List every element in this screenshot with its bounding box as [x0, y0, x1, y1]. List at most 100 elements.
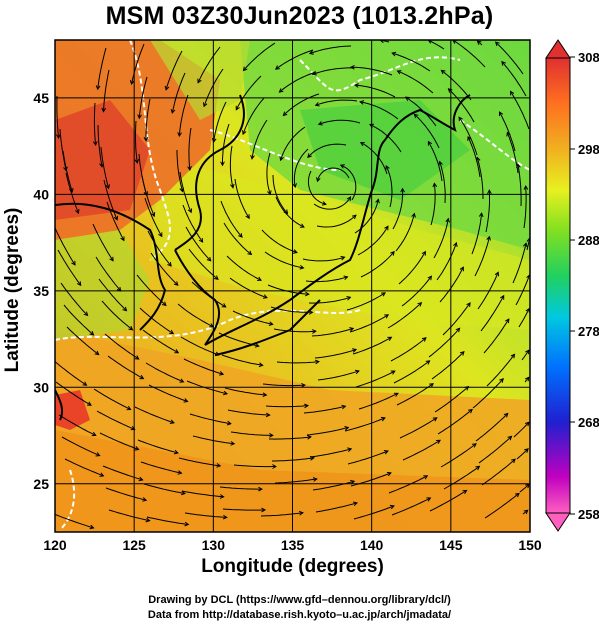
x-tick-label: 150: [518, 537, 542, 553]
streamline-arrow: [387, 336, 393, 341]
streamline: [181, 490, 224, 498]
streamline: [395, 213, 415, 252]
streamline: [526, 238, 530, 251]
streamline: [440, 443, 477, 468]
y-tick-label: 45: [33, 90, 49, 106]
streamline-arrow: [445, 217, 450, 223]
streamline-arrow: [459, 350, 465, 356]
streamline: [189, 413, 231, 425]
streamline: [105, 487, 147, 501]
temperature-contours: [55, 40, 530, 531]
streamline: [191, 281, 226, 308]
streamline-arrow: [384, 314, 390, 319]
streamline-arrow: [525, 349, 530, 355]
streamline: [56, 95, 60, 138]
colorbar-label: 288: [578, 233, 599, 248]
streamline: [103, 179, 118, 220]
streamline-arrow: [247, 250, 253, 256]
streamline-arrow: [105, 184, 110, 190]
streamline: [360, 251, 395, 278]
streamline-arrow: [343, 275, 349, 281]
streamline: [137, 439, 179, 454]
streamline: [264, 251, 304, 269]
streamline-arrow: [278, 88, 284, 93]
streamline: [369, 124, 402, 153]
streamline: [340, 164, 357, 201]
streamline-arrow: [242, 66, 248, 72]
streamline-arrow: [381, 292, 386, 297]
streamline: [392, 52, 431, 72]
streamline: [57, 249, 82, 286]
streamline: [314, 349, 357, 359]
streamline-arrow: [380, 416, 386, 422]
streamline: [242, 97, 265, 135]
streamline-arrow: [183, 398, 189, 403]
streamline: [414, 113, 440, 149]
streamline: [197, 46, 221, 83]
streamline-arrow: [466, 302, 471, 307]
streamline: [474, 236, 490, 277]
streamline-arrow: [83, 311, 89, 317]
streamline: [458, 116, 478, 156]
streamline: [318, 119, 361, 125]
streamline-arrow: [292, 249, 298, 254]
streamline-arrow: [282, 111, 288, 117]
streamline: [393, 360, 430, 384]
streamline: [93, 388, 131, 410]
streamline-arrow: [411, 212, 416, 218]
streamline: [402, 439, 441, 461]
streamline: [437, 409, 473, 435]
streamline: [312, 67, 355, 75]
streamline: [269, 436, 311, 440]
streamline-arrow: [499, 111, 504, 117]
streamline: [512, 243, 527, 284]
y-tick-labels: 25 30 35 40 45: [33, 90, 49, 492]
streamline: [139, 307, 174, 335]
streamline-arrow: [177, 132, 182, 138]
streamline: [439, 266, 464, 303]
streamline: [428, 40, 445, 50]
streamline-arrow: [344, 426, 350, 431]
streamline-arrow: [187, 208, 193, 214]
streamline-arrow: [400, 187, 405, 193]
streamline-arrow: [340, 255, 346, 261]
streamline: [516, 448, 529, 460]
streamline-arrow: [351, 214, 357, 220]
streamline-arrow: [390, 370, 396, 375]
streamline-arrow: [213, 275, 219, 280]
streamline: [148, 384, 188, 402]
streamline-arrow: [230, 183, 235, 189]
streamline: [309, 448, 352, 458]
streamline: [355, 370, 396, 388]
streamline: [104, 333, 139, 360]
streamline-arrow: [169, 419, 175, 424]
streamline: [398, 251, 426, 285]
streamline: [140, 461, 182, 474]
streamline-arrow: [429, 383, 434, 388]
streamline: [235, 75, 262, 110]
streamline-arrow: [346, 296, 352, 301]
map-title: MSM 03Z30Jun2023 (1013.2hPa): [105, 2, 494, 30]
streamline-arrow: [386, 471, 392, 477]
streamline: [96, 410, 135, 430]
streamline: [405, 96, 437, 127]
streamline-arrow: [304, 291, 310, 297]
streamline-arrow: [230, 441, 236, 446]
streamline-arrow: [222, 390, 229, 396]
streamline-arrow: [432, 417, 438, 422]
streamline: [311, 327, 354, 337]
streamline-arrow: [510, 353, 516, 359]
streamline-arrow: [95, 452, 101, 457]
streamline-arrow: [413, 113, 419, 119]
streamline-arrow: [459, 266, 464, 272]
streamline-arrow: [126, 405, 132, 411]
streamline-arrow: [426, 497, 432, 502]
streamline-arrow: [55, 134, 61, 139]
streamline: [308, 296, 351, 304]
streamline: [150, 252, 179, 286]
streamline-arrow: [494, 271, 500, 277]
streamline: [272, 174, 288, 214]
streamline-arrow: [487, 189, 492, 195]
streamline: [315, 99, 358, 106]
